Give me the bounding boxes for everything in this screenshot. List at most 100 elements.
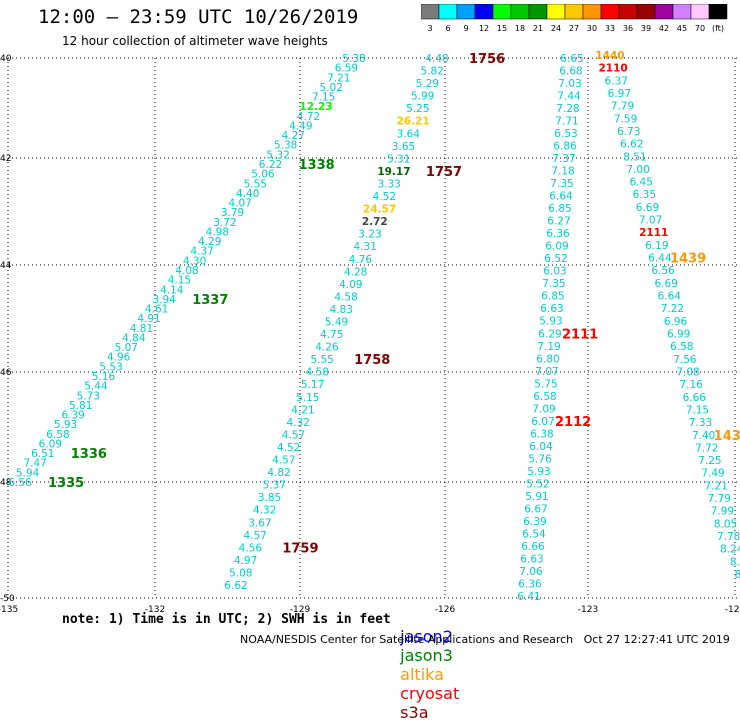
wave-height-value: 4.28	[344, 266, 367, 278]
pass-time-label: 1759	[282, 541, 318, 556]
wave-height-value: 6.73	[617, 126, 640, 138]
wave-height-value: 1440	[595, 50, 624, 62]
wave-height-value: 5.37	[263, 480, 286, 492]
wave-height-value: 3.65	[392, 141, 415, 153]
wave-height-value: 7.47	[23, 458, 46, 470]
wave-height-value: 7.71	[555, 116, 578, 128]
wave-height-value: 6.39	[61, 410, 84, 422]
legend-value: 27	[569, 24, 579, 33]
wave-height-value: 3.94	[153, 294, 177, 306]
wave-height-value: 6.22	[259, 159, 282, 171]
pass-time-label: 143	[714, 429, 740, 444]
wave-height-value: 3.79	[221, 207, 244, 219]
wave-height-value: 4.27	[282, 130, 305, 142]
wave-height-value: 4.21	[291, 404, 314, 416]
wave-height-value: 6.58	[533, 391, 556, 403]
wave-height-value: 6.69	[636, 202, 659, 214]
wave-height-value: 6.41	[517, 591, 540, 603]
wave-height-value: 7.28	[556, 103, 579, 115]
wave-height-value: 5.91	[525, 491, 548, 503]
wave-height-value: 6.66	[521, 541, 545, 553]
wave-height-value: 4.52	[373, 191, 396, 203]
wave-height-value: 6.45	[630, 177, 653, 189]
wave-height-value: 6.37	[605, 75, 628, 87]
wave-height-value: 5.38	[274, 140, 297, 152]
pass-time-label: 1756	[469, 52, 505, 67]
wave-height-value: 7.06	[519, 566, 543, 578]
wave-height-value: 4.29	[198, 236, 221, 248]
wave-height-value: 7.00	[626, 164, 649, 176]
wave-height-value: 5.76	[528, 453, 552, 465]
wave-height-value: 2.72	[362, 216, 388, 228]
lon-label: -135	[0, 605, 18, 615]
legend-value: 36	[623, 24, 633, 33]
sat-altika: altika	[400, 665, 444, 684]
legend-value: 33	[605, 24, 615, 33]
lat-label: -50	[0, 594, 15, 604]
wave-height-value: 6.99	[667, 328, 690, 340]
wave-height-value: 6.51	[31, 448, 54, 460]
wave-height-value: 4.75	[320, 329, 343, 341]
wave-height-value: 6.67	[524, 503, 547, 515]
lat-label: 44	[0, 261, 12, 271]
wave-height-value: 26.21	[396, 116, 429, 128]
wave-height-value: 7.07	[535, 366, 558, 378]
wave-height-value: 6.27	[547, 216, 570, 228]
wave-height-value: 5.15	[296, 392, 319, 404]
wave-height-value: 5.75	[534, 378, 557, 390]
wave-height-value: 4.57	[272, 455, 295, 467]
lon-label: -129	[290, 605, 311, 615]
legend-value: (ft)	[712, 24, 724, 33]
wave-height-value: 7.44	[557, 91, 581, 103]
wave-height-value: 3.23	[358, 229, 381, 241]
footer-note: note: 1) Time is in UTC; 2) SWH is in fe…	[62, 612, 391, 627]
wave-height-value: 4.58	[334, 291, 357, 303]
wave-height-value: 7.33	[689, 417, 712, 429]
wave-height-value: 5.16	[92, 371, 116, 383]
legend-value: 9	[463, 24, 468, 33]
wave-height-value: 7.21	[704, 480, 727, 492]
wave-height-value: 3.64	[397, 128, 421, 140]
wave-height-value: 6.63	[520, 553, 543, 565]
wave-height-value: 4.72	[297, 111, 320, 123]
lat-label: 46	[0, 368, 12, 378]
legend-value: 39	[641, 24, 651, 33]
wave-height-value: 4.57	[282, 429, 305, 441]
wave-height-value: 6.19	[645, 240, 668, 252]
wave-height-value: 6.56	[8, 477, 32, 489]
wave-height-value: 6.68	[559, 66, 582, 78]
wave-height-value: 5.93	[54, 419, 77, 431]
wave-height-value: 7.22	[661, 303, 684, 315]
pass-time-label: 1757	[426, 165, 462, 180]
legend-value: 6	[445, 24, 450, 33]
wave-height-value: 4.32	[253, 505, 276, 517]
wave-height-value: 4.37	[190, 246, 213, 258]
wave-height-value: 6.64	[658, 291, 682, 303]
wave-height-value: 6.38	[530, 428, 553, 440]
wave-height-value: 6.62	[224, 580, 247, 592]
wave-height-value: 6.53	[554, 128, 577, 140]
legend-value: 3	[427, 24, 432, 33]
wave-height-value: 4.26	[315, 342, 339, 354]
pass-time-label: 2111	[562, 327, 598, 342]
wave-height-value: 7.37	[552, 153, 575, 165]
legend-value: 15	[497, 24, 507, 33]
wave-height-value: 4.14	[160, 284, 184, 296]
wave-height-value: 2110	[599, 63, 628, 75]
wave-height-value: 6.09	[39, 438, 62, 450]
wave-height-value: 7.21	[327, 72, 350, 84]
wave-height-value: 6.03	[543, 266, 566, 278]
page-title: 12:00 – 23:59 UTC 10/26/2019	[38, 6, 359, 28]
wave-height-value: 4.40	[236, 188, 259, 200]
wave-height-value: 6.04	[529, 441, 553, 453]
wave-height-value: 6.96	[664, 316, 688, 328]
lon-label: -126	[435, 605, 456, 615]
wave-height-value: 5.08	[229, 567, 252, 579]
wave-height-value: 5.07	[115, 342, 138, 354]
wave-height-value: 7.03	[558, 78, 581, 90]
wave-height-value: 7.16	[679, 379, 703, 391]
wave-height-value: 4.52	[277, 442, 300, 454]
sat-jason3: jason3	[400, 646, 453, 665]
wave-height-value: 6.63	[540, 303, 563, 315]
color-legend: 3 6 9 12 15 18 21 24 27 30 33 36 39 42 45 70 (ft)	[421, 4, 728, 33]
